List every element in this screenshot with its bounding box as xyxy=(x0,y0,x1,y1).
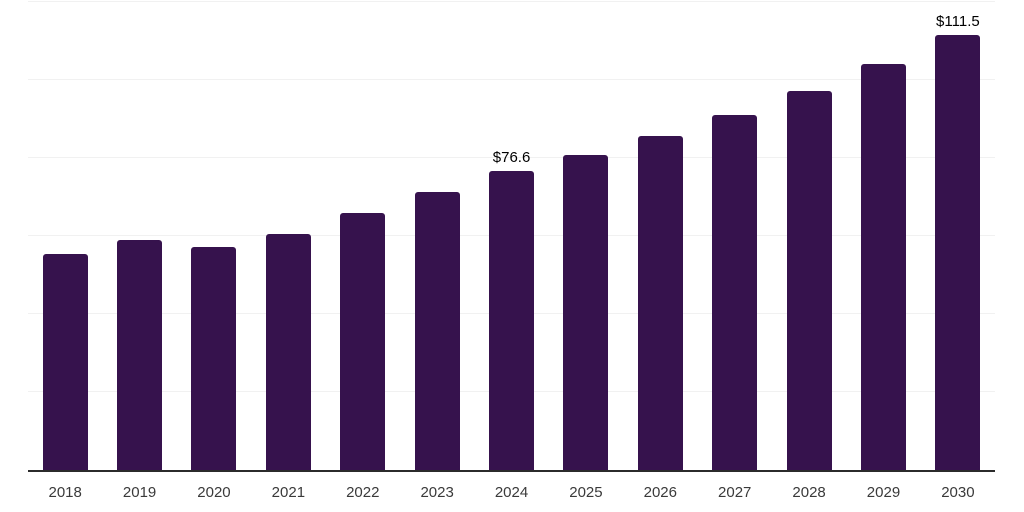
bar-2018 xyxy=(42,253,88,470)
bar-2021 xyxy=(265,234,311,470)
bar-column-2022 xyxy=(326,2,400,470)
x-tick-label-2027: 2027 xyxy=(718,484,752,501)
bar-column-2024: $76.6 xyxy=(474,2,548,470)
bar-2023 xyxy=(414,192,460,470)
x-axis-line xyxy=(28,470,995,472)
x-tick-label-2029: 2029 xyxy=(866,484,901,501)
bar-column-2021 xyxy=(251,2,325,470)
bar-2025 xyxy=(563,154,609,470)
x-tick-label-2024: 2024 xyxy=(494,484,529,501)
x-tick-label-2025: 2025 xyxy=(569,484,603,501)
bar-column-2023 xyxy=(400,2,474,470)
bar-2020 xyxy=(191,246,237,470)
bar-column-2029 xyxy=(846,2,920,470)
x-tick-label-2020: 2020 xyxy=(197,484,231,501)
bar-column-2028 xyxy=(772,2,846,470)
x-tick-label-2030: 2030 xyxy=(941,484,975,501)
x-axis-labels: 2018 2019 2020 2021 2022 2023 2024 2025 2026 2027… xyxy=(28,484,995,501)
bar-column-2018 xyxy=(28,2,102,470)
bar-column-2026 xyxy=(623,2,697,470)
bar-2022 xyxy=(340,213,386,470)
bar-2019 xyxy=(117,240,163,470)
gridline-80 xyxy=(28,157,995,159)
bar-2029 xyxy=(860,64,906,470)
bar-2026 xyxy=(637,135,683,470)
bar-2030 xyxy=(935,35,981,470)
bar-2027 xyxy=(712,114,758,470)
x-tick-label-2028: 2028 xyxy=(792,484,826,501)
bar-column-2020 xyxy=(177,2,251,470)
bar-value-label-2024: $76.6 xyxy=(492,149,531,167)
bar-column-2019 xyxy=(102,2,176,470)
bar-column-2030: $111.5 xyxy=(921,2,995,470)
gridline-120 xyxy=(28,1,995,2)
x-tick-label-2021: 2021 xyxy=(271,484,306,501)
x-tick-label-2018: 2018 xyxy=(48,484,82,501)
plot-area: $76.6 $111.5 xyxy=(28,1,995,470)
bar-2028 xyxy=(786,90,832,470)
bar-column-2025 xyxy=(549,2,623,470)
bar-value-label-2030: $111.5 xyxy=(936,13,980,31)
gridline-100 xyxy=(28,79,995,80)
x-tick-label-2019: 2019 xyxy=(122,484,157,501)
x-tick-label-2022: 2022 xyxy=(346,484,380,501)
x-tick-label-2026: 2026 xyxy=(643,484,677,501)
bars-row: $76.6 $111.5 xyxy=(28,2,995,470)
bar-column-2027 xyxy=(698,2,772,470)
bar-2024 xyxy=(489,171,535,470)
x-tick-label-2023: 2023 xyxy=(420,484,454,501)
